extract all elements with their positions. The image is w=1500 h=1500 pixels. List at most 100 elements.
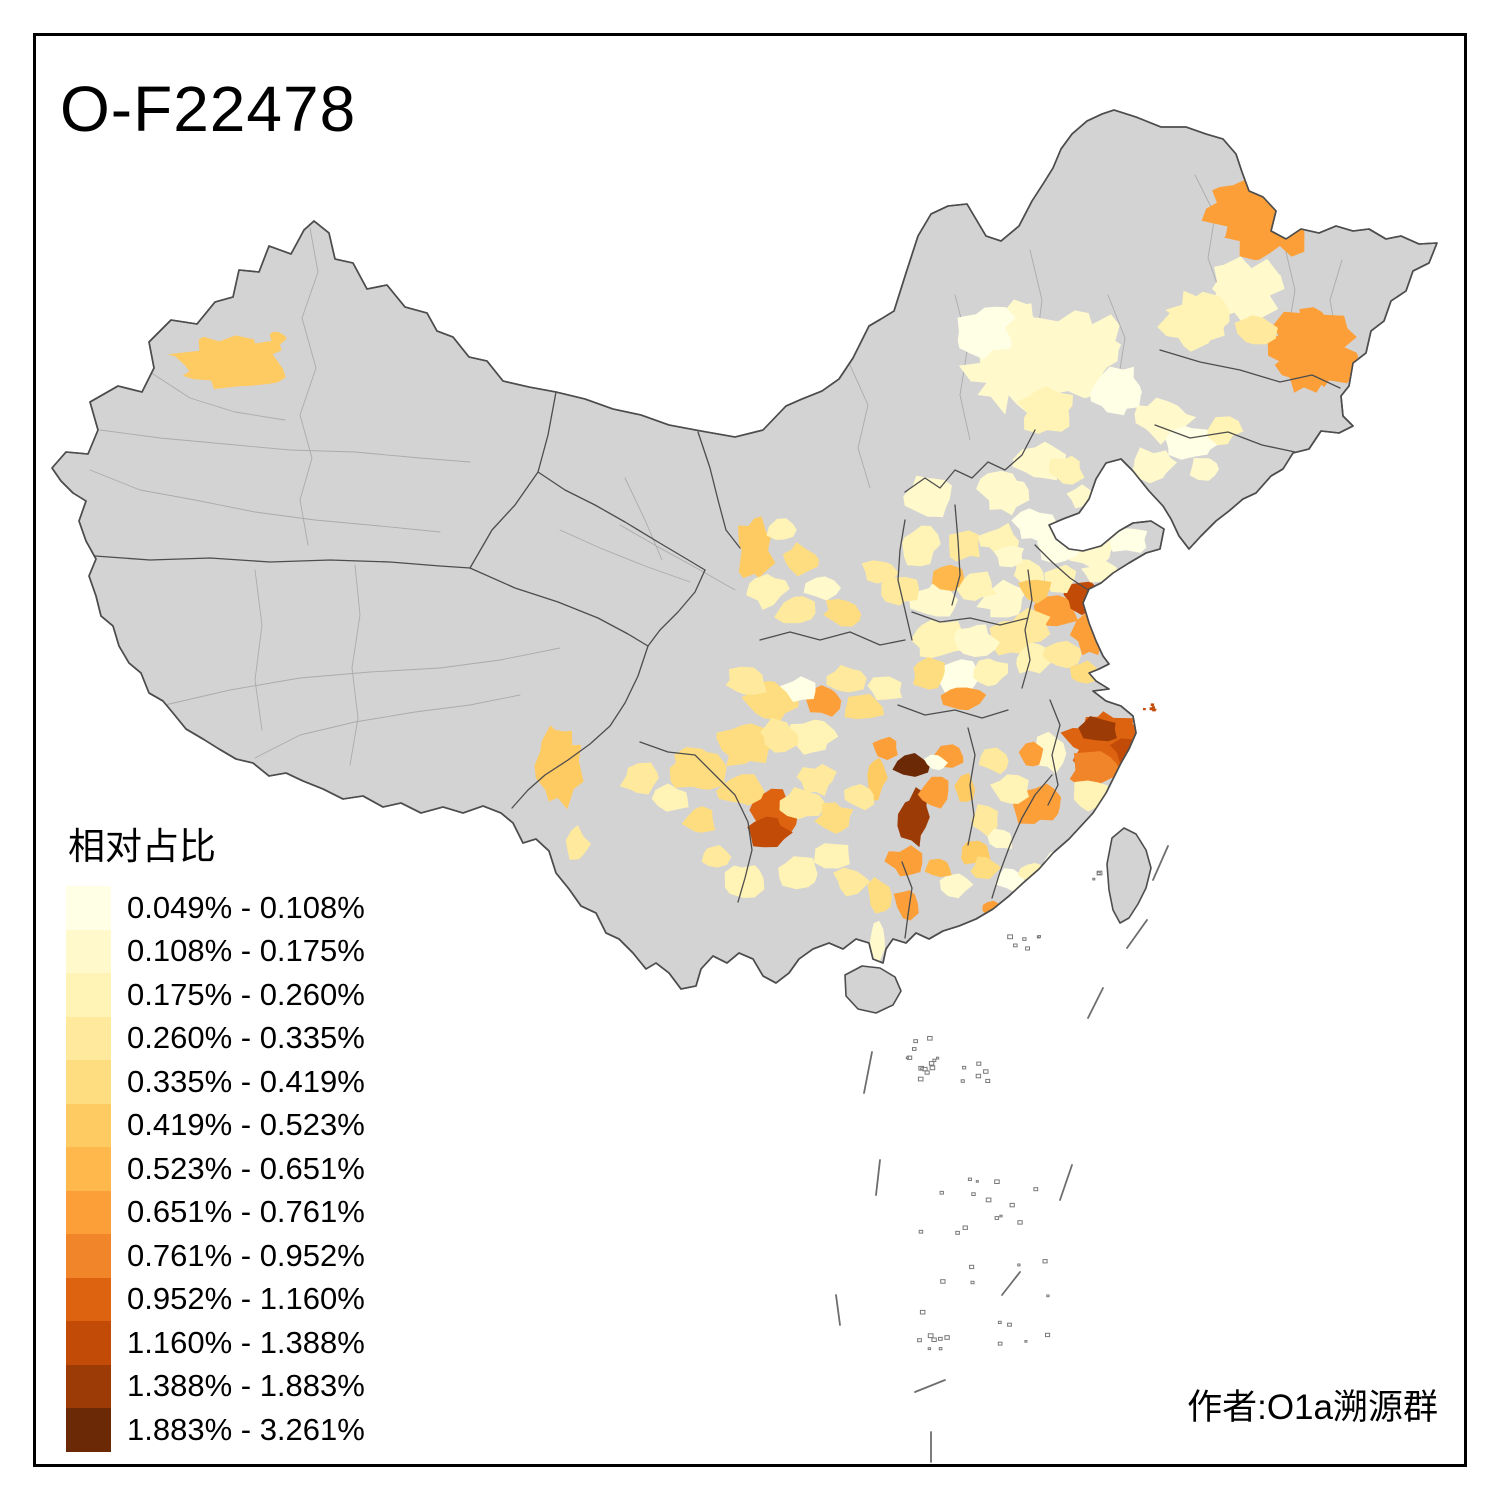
province-border-lines bbox=[94, 349, 1341, 939]
legend-item: 0.651% - 0.761% bbox=[66, 1190, 365, 1234]
prefecture-region bbox=[1267, 307, 1361, 393]
prefecture-region bbox=[990, 774, 1029, 804]
islet-speck bbox=[1017, 1220, 1023, 1225]
prefecture-region bbox=[971, 804, 998, 838]
prefecture-region bbox=[1189, 458, 1219, 481]
prefecture-region bbox=[897, 787, 930, 848]
islet-speck bbox=[962, 1225, 968, 1230]
prefecture-region bbox=[747, 816, 793, 848]
hainan-island bbox=[844, 965, 902, 1014]
prefecture-region bbox=[867, 877, 893, 914]
prefecture-region bbox=[976, 470, 1030, 516]
islet-speck bbox=[936, 1056, 940, 1060]
islet-speck bbox=[928, 1061, 935, 1066]
prefecture-region bbox=[1210, 256, 1285, 326]
prefecture-region bbox=[716, 723, 776, 767]
prefecture-region bbox=[746, 573, 790, 610]
islet-speck bbox=[1042, 1259, 1048, 1264]
islet-speck bbox=[913, 1039, 918, 1044]
legend-swatch bbox=[66, 1321, 111, 1365]
legend-swatch bbox=[66, 1408, 111, 1452]
prefecture-region bbox=[917, 776, 949, 809]
legend-item: 0.049% - 0.108% bbox=[66, 886, 365, 930]
prefecture-region bbox=[994, 868, 1025, 893]
islet-speck bbox=[994, 1179, 1000, 1185]
prefecture-region bbox=[779, 787, 826, 820]
prefecture-region bbox=[867, 676, 902, 701]
choropleth-regions bbox=[167, 160, 1361, 963]
boundary-dash bbox=[1126, 919, 1148, 949]
legend-range-label: 0.952% - 1.160% bbox=[127, 1281, 365, 1317]
islet-speck bbox=[1013, 943, 1018, 948]
islet-speck bbox=[927, 1333, 934, 1339]
legend-swatch bbox=[66, 929, 111, 973]
islet-speck bbox=[938, 1336, 943, 1341]
legend-range-label: 0.260% - 0.335% bbox=[127, 1020, 365, 1056]
prefecture-region bbox=[953, 624, 1000, 657]
prefecture-region bbox=[716, 774, 765, 806]
legend-range-label: 0.335% - 0.419% bbox=[127, 1063, 365, 1099]
boundary-dash bbox=[914, 1379, 946, 1393]
prefecture-region bbox=[987, 828, 1012, 849]
prefecture-region bbox=[978, 747, 1009, 775]
islet-speck bbox=[970, 1280, 975, 1285]
prefecture-region bbox=[844, 784, 875, 811]
legend-swatch bbox=[66, 973, 111, 1017]
islet-speck bbox=[1046, 1294, 1050, 1298]
islet-speck bbox=[920, 1067, 924, 1071]
islet-speck bbox=[1037, 935, 1042, 938]
islet-speck bbox=[932, 1058, 937, 1062]
taiwan-island bbox=[1106, 827, 1152, 924]
boundary-dash bbox=[1001, 1271, 1021, 1296]
prefecture-region bbox=[701, 845, 732, 868]
boundary-dash bbox=[1087, 987, 1104, 1019]
islet-speck bbox=[976, 1061, 982, 1066]
legend-swatch bbox=[66, 1060, 111, 1104]
islet-speck bbox=[1143, 708, 1146, 711]
prefecture-region bbox=[760, 717, 799, 753]
islet-speck bbox=[1033, 1187, 1039, 1192]
islet-speck bbox=[997, 1341, 1003, 1346]
prefecture-region bbox=[1207, 416, 1244, 446]
prefecture-region bbox=[923, 754, 948, 771]
prefecture-region bbox=[1018, 741, 1044, 767]
islet-speck bbox=[938, 1347, 943, 1351]
legend-item: 0.108% - 0.175% bbox=[66, 929, 365, 973]
prefecture-region bbox=[1078, 716, 1117, 742]
prefecture-region bbox=[872, 736, 898, 761]
attribution-text: 作者:O1a溯源群 bbox=[1187, 1388, 1438, 1427]
prefecture-region bbox=[1016, 642, 1054, 674]
boundary-dash bbox=[1059, 1164, 1073, 1201]
legend-swatch bbox=[66, 1190, 111, 1234]
legend-title: 相对占比 bbox=[68, 826, 216, 867]
prefecture-region bbox=[669, 747, 727, 790]
prefecture-region bbox=[823, 599, 862, 627]
prefecture-region bbox=[976, 579, 1027, 618]
prefecture-region bbox=[957, 306, 1016, 360]
islet-speck bbox=[912, 1047, 917, 1051]
prefecture-region bbox=[1017, 579, 1052, 604]
prefecture-region bbox=[884, 845, 923, 877]
islet-speck bbox=[969, 1264, 975, 1270]
prefecture-region bbox=[861, 560, 900, 584]
prefecture-region bbox=[1012, 607, 1051, 643]
prefecture-region bbox=[892, 753, 931, 777]
prefecture-region bbox=[1234, 315, 1278, 345]
islet-speck bbox=[927, 1347, 932, 1351]
islet-speck bbox=[994, 1216, 1000, 1220]
prefecture-region bbox=[1044, 564, 1077, 594]
islet-speck bbox=[997, 1320, 1002, 1325]
prefecture-region bbox=[779, 676, 816, 702]
prefecture-region bbox=[910, 619, 966, 659]
legend-items: 0.049% - 0.108% 0.108% - 0.175% 0.175% - 0… bbox=[66, 886, 365, 1452]
prefecture-region bbox=[738, 516, 776, 579]
prefecture-region bbox=[565, 825, 592, 860]
islet-speck bbox=[918, 1229, 924, 1234]
prefecture-region bbox=[651, 783, 689, 812]
prefecture-region bbox=[1106, 528, 1148, 553]
legend-item: 0.175% - 0.260% bbox=[66, 973, 365, 1017]
legend-item: 0.335% - 0.419% bbox=[66, 1060, 365, 1104]
boundary-dash bbox=[1152, 845, 1169, 881]
prefecture-region bbox=[970, 856, 1002, 880]
